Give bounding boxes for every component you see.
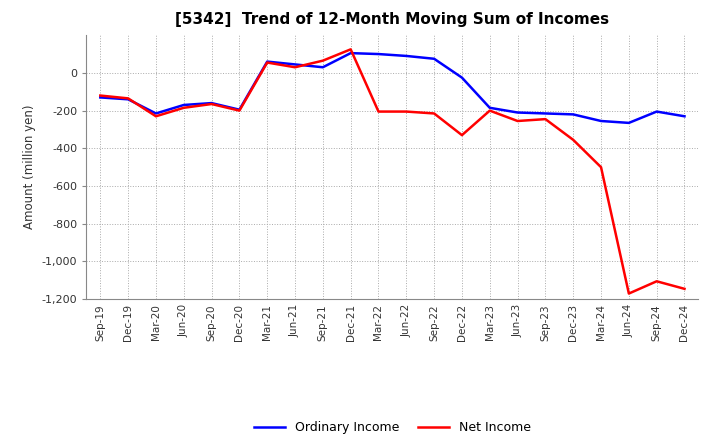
Ordinary Income [96, 95, 104, 100]
Ordinary Income [346, 51, 355, 56]
Ordinary Income [402, 53, 410, 59]
Ordinary Income [513, 110, 522, 115]
Ordinary Income [291, 62, 300, 67]
Ordinary Income [152, 111, 161, 116]
Ordinary Income [652, 109, 661, 114]
Net Income [124, 96, 132, 101]
Ordinary Income [235, 107, 243, 112]
Net Income [569, 137, 577, 143]
Y-axis label: Amount (million yen): Amount (million yen) [23, 105, 36, 229]
Net Income [96, 93, 104, 98]
Ordinary Income [624, 120, 633, 125]
Title: [5342]  Trend of 12-Month Moving Sum of Incomes: [5342] Trend of 12-Month Moving Sum of I… [176, 12, 609, 27]
Ordinary Income [597, 118, 606, 124]
Net Income [235, 108, 243, 113]
Net Income [597, 165, 606, 170]
Ordinary Income [374, 51, 383, 57]
Ordinary Income [430, 56, 438, 62]
Net Income [513, 118, 522, 124]
Net Income [207, 101, 216, 106]
Ordinary Income [207, 100, 216, 106]
Net Income [458, 132, 467, 138]
Net Income [680, 286, 689, 291]
Net Income [346, 47, 355, 52]
Net Income [374, 109, 383, 114]
Net Income [624, 291, 633, 296]
Net Income [263, 60, 271, 65]
Net Income [652, 279, 661, 284]
Net Income [152, 114, 161, 119]
Net Income [402, 109, 410, 114]
Ordinary Income [263, 59, 271, 64]
Ordinary Income [680, 114, 689, 119]
Net Income [485, 108, 494, 113]
Net Income [291, 65, 300, 70]
Ordinary Income [124, 97, 132, 102]
Ordinary Income [569, 112, 577, 117]
Ordinary Income [485, 105, 494, 110]
Legend: Ordinary Income, Net Income: Ordinary Income, Net Income [248, 416, 536, 439]
Ordinary Income [179, 103, 188, 108]
Line: Net Income: Net Income [100, 49, 685, 293]
Net Income [179, 105, 188, 110]
Ordinary Income [318, 65, 327, 70]
Net Income [430, 111, 438, 116]
Ordinary Income [541, 111, 550, 116]
Line: Ordinary Income: Ordinary Income [100, 53, 685, 123]
Net Income [541, 117, 550, 122]
Ordinary Income [458, 75, 467, 80]
Net Income [318, 58, 327, 63]
